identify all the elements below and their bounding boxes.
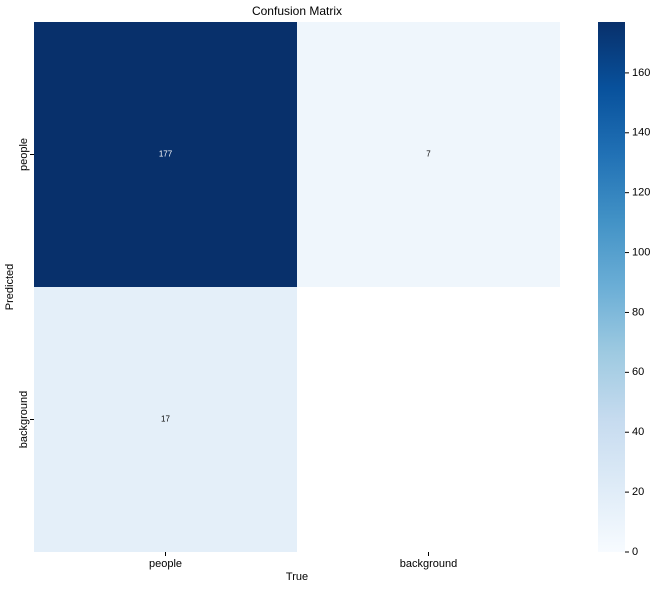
colorbar-tick-label: 80 (632, 306, 644, 318)
cell-label: 177 (159, 150, 173, 159)
colorbar-tick-label: 0 (632, 546, 638, 558)
colorbar-tick-label: 120 (632, 187, 650, 199)
x-tick-label: people (149, 558, 182, 570)
colorbar-tick-label: 100 (632, 246, 650, 258)
cell-label: 7 (426, 150, 431, 159)
colorbar-tick-label: 40 (632, 426, 644, 438)
cell-label: 17 (161, 415, 170, 424)
x-tick-label: background (400, 558, 458, 570)
x-axis-label: True (286, 571, 308, 583)
colorbar-tick-label: 160 (632, 67, 650, 79)
chart-title: Confusion Matrix (252, 4, 342, 18)
colorbar-tick-label: 140 (632, 127, 650, 139)
heatmap-cell (34, 287, 297, 552)
colorbar-tick-label: 20 (632, 486, 644, 498)
y-tick-label: background (18, 391, 30, 449)
colorbar-tick-label: 60 (632, 366, 644, 378)
colorbar (598, 22, 625, 552)
heatmap-cell (34, 22, 297, 287)
y-tick-label: people (18, 138, 30, 171)
y-axis-label: Predicted (4, 264, 16, 310)
heatmap-cell (297, 22, 560, 287)
